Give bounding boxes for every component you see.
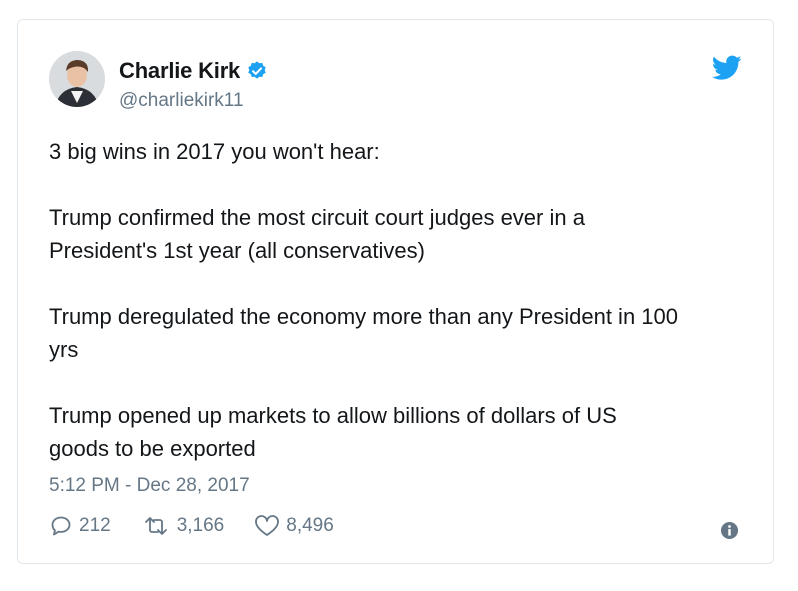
tweet-text: 3 big wins in 2017 you won't hear: Trump… [49,135,754,465]
verified-badge-icon [246,60,268,82]
retweet-count: 3,166 [176,515,225,536]
tweet-line: Trump confirmed the most circuit court j… [49,205,585,230]
like-button[interactable]: 8,496 [254,514,334,538]
author-handle[interactable]: @charliekirk11 [119,90,244,111]
like-count: 8,496 [286,515,334,536]
reply-button[interactable]: 212 [49,514,111,538]
tweet-line: goods to be exported [49,436,256,461]
retweet-icon [144,517,167,535]
tweet-line: President's 1st year (all conservatives) [49,238,425,263]
like-icon [255,515,280,536]
author-name[interactable]: Charlie Kirk [119,58,241,83]
avatar[interactable] [49,51,105,107]
tweet-actions: 212 3,166 8,496 [49,514,364,538]
tweet-line: Trump deregulated the economy more than … [49,304,678,329]
tweet-timestamp[interactable]: 5:12 PM - Dec 28, 2017 [49,475,250,496]
reply-icon [51,516,71,536]
tweet-line: yrs [49,337,79,362]
info-icon[interactable] [720,521,739,540]
retweet-button[interactable]: 3,166 [141,514,225,538]
twitter-bird-icon[interactable] [712,55,742,81]
author-row: Charlie Kirk [119,58,268,84]
reply-count: 212 [79,515,111,536]
tweet-line: Trump opened up markets to allow billion… [49,403,617,428]
tweet-line: 3 big wins in 2017 you won't hear: [49,139,380,164]
tweet-card: Charlie Kirk @charliekirk11 3 big wins i… [17,19,774,564]
